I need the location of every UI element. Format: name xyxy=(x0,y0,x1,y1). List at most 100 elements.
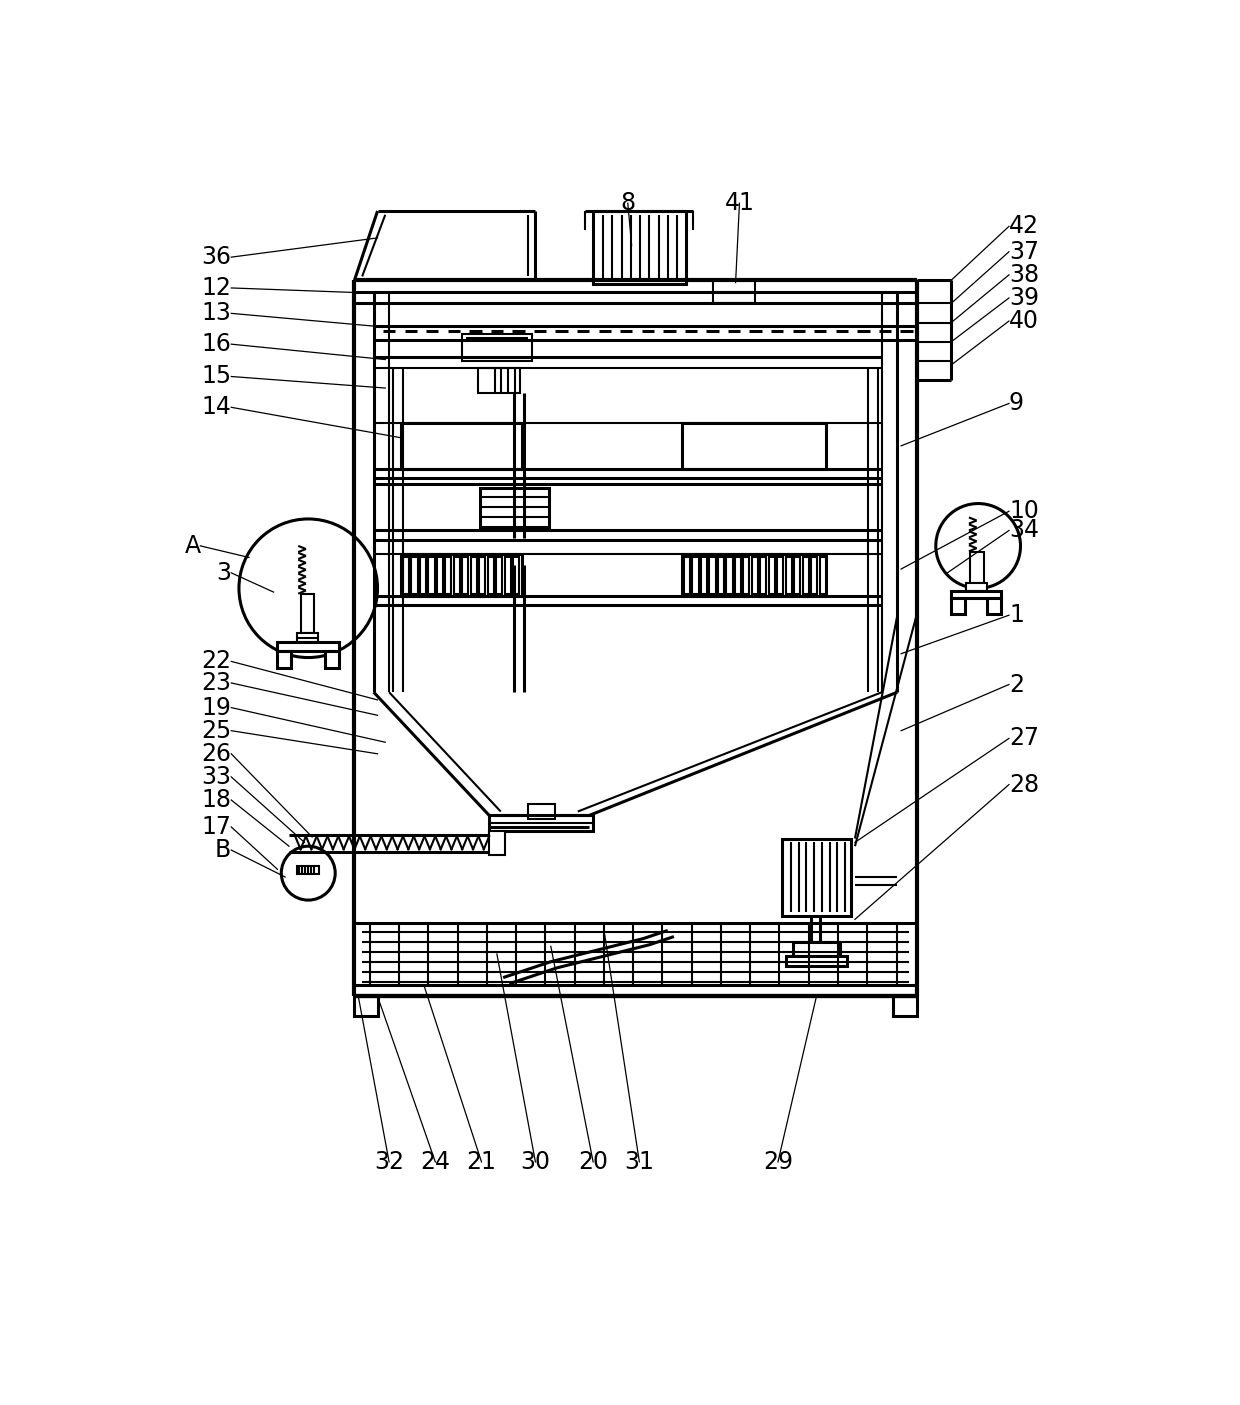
Bar xyxy=(496,558,502,594)
Bar xyxy=(513,558,520,594)
Text: 13: 13 xyxy=(201,301,231,326)
Bar xyxy=(471,427,477,466)
Bar xyxy=(894,996,916,1016)
Bar xyxy=(760,427,766,466)
Bar xyxy=(593,211,686,284)
Text: 34: 34 xyxy=(1009,518,1039,542)
Text: 20: 20 xyxy=(578,1149,608,1175)
Bar xyxy=(420,427,427,466)
Bar xyxy=(436,558,443,594)
Bar xyxy=(760,558,766,594)
Text: 12: 12 xyxy=(201,275,231,299)
Text: 24: 24 xyxy=(420,1149,450,1175)
Bar xyxy=(278,642,339,652)
Bar xyxy=(727,427,733,466)
Bar xyxy=(966,583,987,590)
Text: 2: 2 xyxy=(1009,673,1024,697)
Bar xyxy=(811,427,817,466)
Bar xyxy=(718,427,724,466)
Text: 42: 42 xyxy=(1009,215,1039,239)
Bar xyxy=(751,427,758,466)
Bar xyxy=(735,427,742,466)
Bar xyxy=(490,815,593,830)
Bar xyxy=(802,558,808,594)
Bar xyxy=(769,558,775,594)
Bar xyxy=(496,427,502,466)
Text: 33: 33 xyxy=(201,764,231,788)
Bar xyxy=(403,427,409,466)
Text: B: B xyxy=(215,837,231,863)
Text: A: A xyxy=(185,534,201,558)
Bar xyxy=(684,558,691,594)
Bar xyxy=(786,427,792,466)
Bar xyxy=(490,830,505,856)
Bar xyxy=(445,558,451,594)
Bar xyxy=(794,558,800,594)
Bar xyxy=(987,599,1001,614)
Text: 3: 3 xyxy=(216,561,231,584)
Bar xyxy=(403,558,409,594)
Text: 19: 19 xyxy=(201,695,231,719)
Bar xyxy=(513,427,520,466)
Bar xyxy=(278,652,291,669)
Bar xyxy=(454,558,460,594)
Bar xyxy=(970,552,983,583)
Bar xyxy=(682,423,826,469)
Text: 18: 18 xyxy=(201,788,231,812)
Bar xyxy=(727,558,733,594)
Text: 26: 26 xyxy=(201,742,231,766)
Text: 16: 16 xyxy=(201,332,231,355)
Bar xyxy=(420,558,427,594)
Text: 40: 40 xyxy=(1009,309,1039,333)
Text: 37: 37 xyxy=(1009,240,1039,264)
Text: 32: 32 xyxy=(374,1149,404,1175)
Bar xyxy=(735,558,742,594)
Bar xyxy=(463,427,469,466)
Bar xyxy=(684,427,691,466)
Bar xyxy=(412,427,418,466)
Bar xyxy=(802,427,808,466)
Text: 38: 38 xyxy=(1009,263,1039,287)
Text: 31: 31 xyxy=(625,1149,655,1175)
Bar xyxy=(786,957,847,967)
Text: 22: 22 xyxy=(201,649,231,673)
Text: 21: 21 xyxy=(466,1149,496,1175)
Text: 36: 36 xyxy=(201,244,231,270)
Bar xyxy=(781,839,851,916)
Text: 30: 30 xyxy=(521,1149,551,1175)
Text: 28: 28 xyxy=(1009,773,1039,797)
Bar xyxy=(777,427,784,466)
Bar xyxy=(528,804,554,819)
Text: 1: 1 xyxy=(1009,603,1024,627)
Bar xyxy=(428,427,434,466)
Bar xyxy=(794,943,839,957)
Bar xyxy=(480,488,549,527)
Bar xyxy=(471,558,477,594)
Text: 17: 17 xyxy=(201,815,231,839)
Text: 15: 15 xyxy=(201,364,231,389)
Bar xyxy=(692,427,698,466)
Bar xyxy=(692,558,698,594)
Bar xyxy=(777,558,784,594)
Text: 29: 29 xyxy=(763,1149,792,1175)
Text: 23: 23 xyxy=(201,672,231,695)
Bar xyxy=(769,427,775,466)
Bar xyxy=(298,867,319,874)
Bar xyxy=(445,427,451,466)
Bar xyxy=(786,558,792,594)
Bar xyxy=(820,427,826,466)
Bar xyxy=(701,427,707,466)
Bar xyxy=(743,427,749,466)
Bar xyxy=(355,996,377,1016)
Bar xyxy=(300,594,315,632)
Bar xyxy=(401,423,522,469)
Bar xyxy=(505,427,511,466)
Bar xyxy=(463,334,532,361)
Bar xyxy=(436,427,443,466)
Bar xyxy=(951,590,1001,599)
Bar xyxy=(325,652,339,669)
Bar xyxy=(296,632,319,642)
Bar xyxy=(718,558,724,594)
Bar xyxy=(487,427,494,466)
Bar xyxy=(709,558,715,594)
